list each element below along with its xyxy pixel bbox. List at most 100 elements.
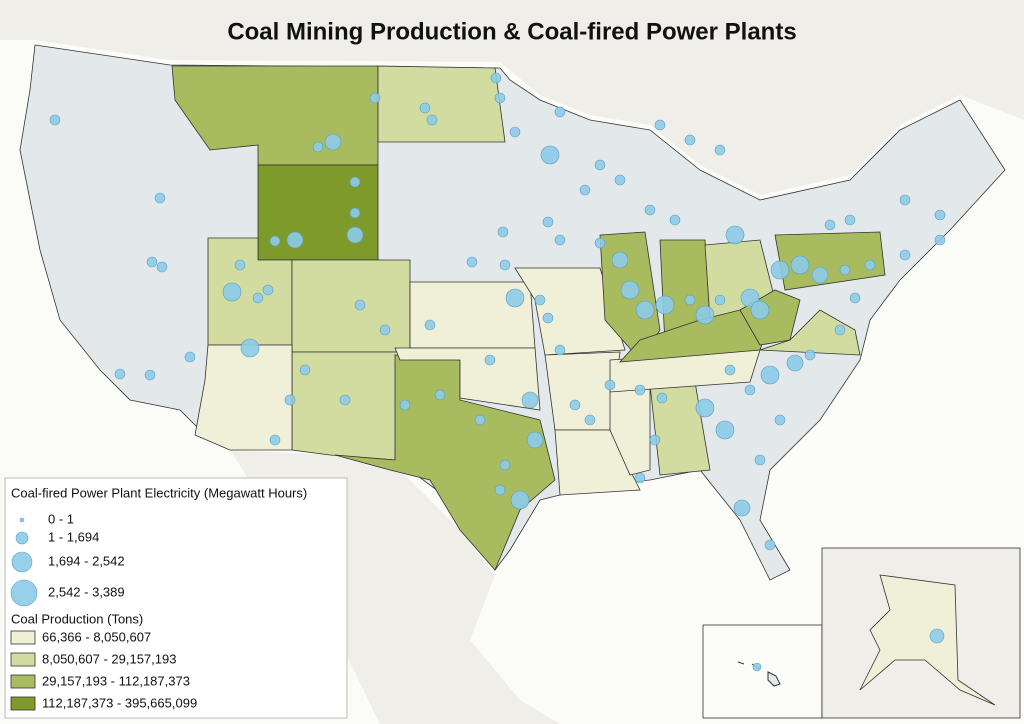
state-missouri [514, 267, 626, 356]
state-louisiana [554, 429, 641, 496]
plant [252, 292, 264, 304]
plant [526, 431, 544, 449]
plant [240, 338, 260, 358]
hawaii-inset [702, 624, 823, 719]
plant [426, 114, 438, 126]
plant [579, 184, 591, 196]
plant [156, 261, 168, 273]
plant [49, 114, 61, 126]
state-texas [334, 354, 556, 571]
legend-box [4, 477, 348, 719]
plant [510, 490, 530, 510]
plant [760, 365, 780, 385]
plant [750, 300, 770, 320]
plant [554, 234, 566, 246]
plant [521, 391, 539, 409]
state-colorado [291, 259, 411, 353]
plant [324, 133, 342, 151]
plant [234, 259, 246, 271]
plant [611, 251, 629, 269]
plant [466, 256, 478, 268]
plant [634, 384, 646, 396]
plant [269, 235, 281, 247]
plant [484, 354, 496, 366]
plant [844, 214, 856, 226]
plant [934, 234, 946, 246]
plant [934, 209, 946, 221]
plant [715, 420, 735, 440]
plant [752, 662, 762, 672]
plant [494, 92, 506, 104]
plant [620, 280, 640, 300]
plant [474, 414, 486, 426]
plant [834, 324, 846, 336]
legend-symbol [10, 579, 38, 607]
plant [505, 288, 525, 308]
plant [569, 399, 581, 411]
state-virginia [759, 309, 861, 356]
plant [354, 299, 366, 311]
plant [839, 264, 851, 276]
plant [497, 226, 509, 238]
plant [654, 119, 666, 131]
legend-title: Coal-fired Power Plant Electricity (Mega… [11, 485, 307, 500]
plant [656, 392, 668, 404]
plant [286, 231, 304, 249]
plant [684, 294, 696, 306]
legend-swatch [10, 630, 36, 645]
plant [284, 394, 296, 406]
plant [744, 384, 756, 396]
plant [774, 414, 786, 426]
plant [154, 192, 166, 204]
plant [786, 354, 804, 372]
plant [790, 255, 810, 275]
legend-label: 112,187,373 - 395,665,099 [42, 695, 197, 710]
plant [669, 214, 681, 226]
legend-symbol [15, 531, 29, 545]
power-plants [49, 72, 946, 551]
plant [509, 126, 521, 138]
legend-swatch [10, 674, 36, 689]
plant [725, 225, 745, 245]
plant [824, 219, 836, 231]
plant [770, 260, 790, 280]
plant [114, 368, 126, 380]
legend-label: 0 - 1 [48, 511, 74, 526]
plant [349, 176, 361, 188]
legend-swatch [10, 696, 36, 711]
plant [644, 204, 656, 216]
plant [262, 284, 274, 296]
plant [764, 539, 776, 551]
plant [594, 237, 606, 249]
canada [0, 0, 1024, 195]
plant [299, 364, 311, 376]
legend-label: 66,366 - 8,050,607 [42, 629, 151, 644]
plant [542, 216, 554, 228]
plant [399, 399, 411, 411]
legend-symbol [11, 551, 33, 573]
plant [929, 628, 945, 644]
plant [811, 266, 829, 284]
state-arkansas [544, 351, 621, 431]
legend-label: 1,694 - 2,542 [48, 553, 125, 568]
plant [754, 454, 766, 466]
plant [740, 288, 760, 308]
plant [184, 351, 196, 363]
plant [424, 319, 436, 331]
state-north-dakota [377, 65, 506, 143]
legend-label: 2,542 - 3,389 [48, 584, 125, 599]
plant [146, 256, 158, 268]
legend-title: Coal Production (Tons) [11, 611, 143, 626]
plant [655, 295, 675, 315]
plant [634, 472, 646, 484]
plant [339, 394, 351, 406]
plant [899, 249, 911, 261]
plant [804, 349, 816, 361]
plant [222, 282, 242, 302]
plant [604, 379, 616, 391]
plant [554, 344, 566, 356]
plant [714, 144, 726, 156]
plant [724, 364, 736, 376]
plant [494, 484, 506, 496]
